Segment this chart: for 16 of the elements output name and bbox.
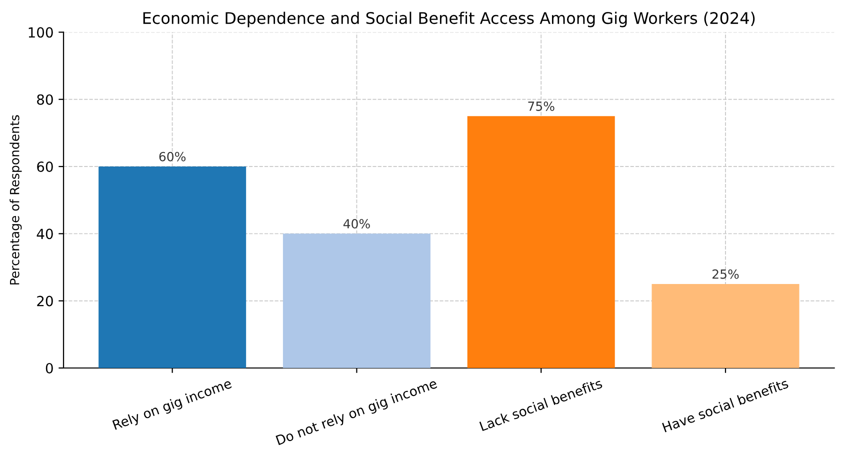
bar [652,284,800,368]
data-label: 75% [528,101,554,111]
y-tick-label: 100 [28,27,53,38]
data-label: 60% [159,152,186,162]
chart-title: Economic Dependence and Social Benefit Access Among Gig Workers (2024) [143,12,755,28]
y-tick-label: 0 [46,362,53,374]
y-axis-title: Percentage of Respondents [10,115,22,284]
bar [282,234,430,368]
y-tick-label: 40 [36,228,53,240]
bar [467,116,615,368]
data-label: 25% [712,269,739,279]
data-label: 40% [343,219,370,228]
y-tick-label: 80 [37,94,53,105]
y-tick-label: 60 [37,161,53,172]
bar [98,166,246,368]
y-tick-label: 20 [37,296,53,306]
